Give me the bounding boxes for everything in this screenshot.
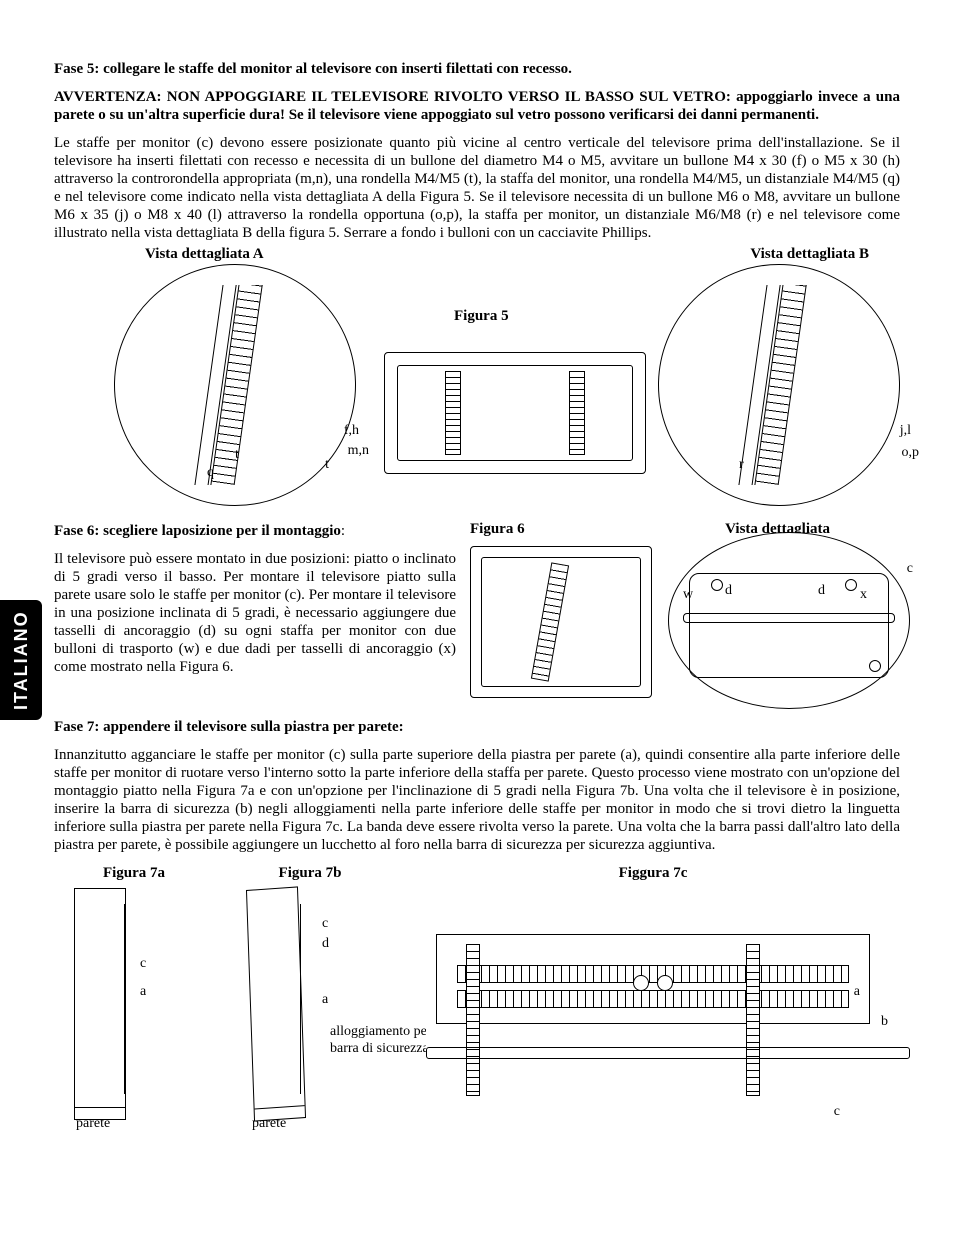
side-bracket-icon [466, 944, 480, 1096]
figure5-title: Figura 5 [454, 307, 509, 325]
tv-side-tilt-icon [246, 886, 306, 1121]
figure7b: Figura 7b c d a parete alloggiamento per… [230, 864, 390, 1134]
figure5: Figura 5 Vista dettagliata A f,h m,n t t… [54, 252, 900, 512]
callout-fh: f,h [344, 423, 359, 440]
mount-holes-icon [633, 975, 673, 991]
wall-plate-icon [426, 924, 880, 1094]
fase5-warning: AVVERTENZA: NON APPOGGIARE IL TELEVISORE… [54, 88, 900, 124]
callout-7b-c: c [322, 916, 328, 933]
fase5-heading: Fase 5: collegare le staffe del monitor … [54, 60, 900, 78]
callout-mn: m,n [348, 443, 369, 460]
bolt-icon [869, 660, 881, 672]
callout-7b-d: d [322, 936, 329, 953]
callout-op: o,p [902, 445, 920, 462]
fase6-heading-bold: Fase 6: scegliere laposizione per il mon… [54, 523, 341, 539]
callout-t-bottom: t [325, 457, 329, 474]
fase6-heading-colon: : [341, 523, 345, 539]
callout-7a-c: c [140, 956, 146, 973]
callout-x: x [860, 587, 867, 604]
figure7a: Figura 7a c a parete [54, 864, 214, 1134]
fase7-heading: Fase 7: appendere il televisore sulla pi… [54, 718, 900, 736]
figure5-tv-front [384, 352, 646, 474]
callout-7a-parete: parete [76, 1116, 110, 1133]
figure6-title: Figura 6 [470, 520, 525, 538]
figure6-tv-front [470, 546, 652, 698]
figure6-detail-circle: c w d d x [668, 532, 910, 709]
bracket-rail-icon [531, 562, 569, 681]
callout-d2: d [818, 583, 825, 600]
wall-plate-outline-icon [436, 934, 870, 1024]
fase6-section: Fase 6: scegliere laposizione per il mon… [54, 522, 900, 702]
callout-q: q [207, 465, 214, 482]
fase6-body: Il televisore può essere montato in due … [54, 550, 456, 676]
callout-7b-parete: parete [252, 1116, 286, 1133]
bolt-bar-icon [683, 613, 895, 623]
callout-7a-a: a [140, 984, 146, 1001]
figure6: Figura 6 Vista dettagliata c w d d x [470, 522, 900, 702]
callout-jl: j,l [900, 423, 911, 440]
figure7-row: Figura 7a c a parete Figura 7b c d a par… [54, 864, 900, 1134]
figure5-detail-b-label: Vista dettagliata B [750, 245, 869, 263]
figure5-detail-a: Vista dettagliata A f,h m,n t t q [114, 264, 356, 506]
figure7c-title: Figgura 7c [406, 864, 900, 882]
fase7-body: Innanzitutto agganciare le staffe per mo… [54, 746, 900, 854]
bracket-line-icon [124, 904, 126, 1094]
callout-t-top: t [235, 447, 239, 464]
figure7b-title: Figura 7b [230, 864, 390, 882]
wall-plate-rail-icon [457, 990, 849, 1008]
side-bracket-icon [746, 944, 760, 1096]
tv-side-icon [74, 888, 126, 1120]
figure7a-title: Figura 7a [54, 864, 214, 882]
figure5-detail-b: Vista dettagliata B j,l o,p r [658, 264, 900, 506]
callout-c: c [907, 561, 913, 578]
callout-7c-b: b [881, 1014, 888, 1031]
fase5-body: Le staffe per monitor (c) devono essere … [54, 134, 900, 242]
figure7c: Figgura 7c a b c [406, 864, 900, 1134]
callout-w: w [683, 587, 693, 604]
callout-7b-a: a [322, 992, 328, 1009]
monitor-bracket-icon [445, 371, 461, 455]
bracket-line-icon [300, 904, 302, 1094]
callout-7c-a: a [854, 984, 860, 1001]
detail-b-inner [689, 285, 869, 485]
document-page: ITALIANO Fase 5: collegare le staffe del… [0, 0, 954, 1235]
bolt-icon [711, 579, 723, 591]
security-bar-icon [426, 1047, 910, 1059]
callout-7c-c: c [834, 1104, 840, 1121]
callout-r: r [739, 457, 744, 474]
language-tab: ITALIANO [0, 600, 42, 720]
callout-d1: d [725, 583, 732, 600]
fase6-heading: Fase 6: scegliere laposizione per il mon… [54, 522, 456, 540]
monitor-bracket-icon [569, 371, 585, 455]
figure5-detail-a-label: Vista dettagliata A [145, 245, 264, 263]
bolt-icon [845, 579, 857, 591]
